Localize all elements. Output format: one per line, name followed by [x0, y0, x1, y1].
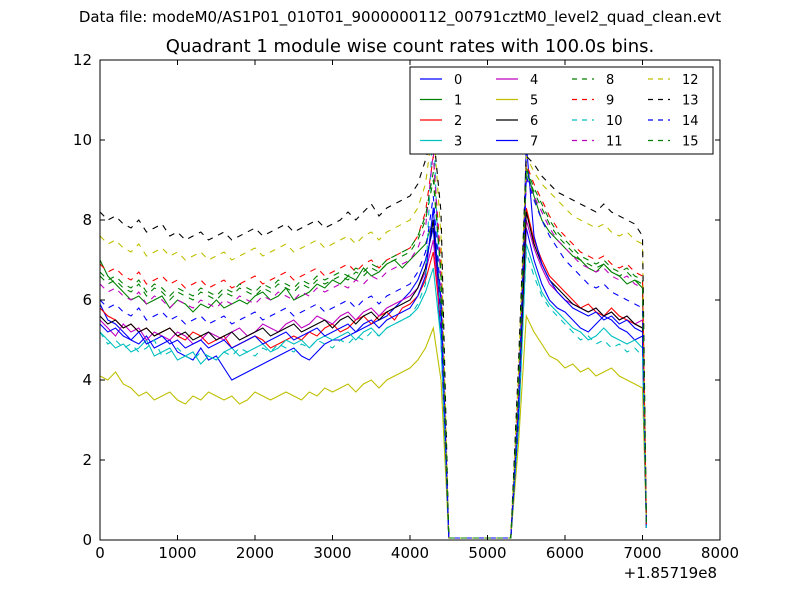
legend-label-6: 6 — [530, 114, 538, 129]
series-line-2 — [99, 207, 647, 539]
x-tick-label: 1000 — [158, 544, 196, 562]
legend-label-2: 2 — [454, 114, 462, 129]
legend-label-14: 14 — [682, 114, 699, 129]
y-tick-label: 0 — [82, 531, 92, 549]
y-tick-label: 4 — [82, 371, 92, 389]
legend-label-1: 1 — [454, 94, 462, 109]
series-line-5 — [99, 313, 647, 539]
series-line-1 — [99, 167, 647, 539]
legend-label-15: 15 — [682, 135, 699, 150]
y-tick-label: 12 — [73, 51, 92, 69]
x-tick-label: 8000 — [701, 544, 739, 562]
figure-suptitle: Data file: modeM0/AS1P01_010T01_90000001… — [78, 8, 722, 26]
chart-title: Quadrant 1 module wise count rates with … — [165, 36, 655, 57]
x-tick-label: 4000 — [391, 544, 429, 562]
series-line-13 — [99, 131, 647, 539]
x-tick-label: 7000 — [623, 544, 661, 562]
legend-label-4: 4 — [530, 73, 538, 88]
x-offset-label: +1.85719e8 — [624, 564, 717, 582]
x-tick-label: 3000 — [313, 544, 351, 562]
series-line-15 — [99, 171, 647, 539]
x-tick-label: 0 — [95, 544, 105, 562]
legend-label-0: 0 — [454, 73, 462, 88]
legend-label-7: 7 — [530, 135, 538, 150]
y-tick-label: 10 — [73, 131, 92, 149]
legend-label-10: 10 — [606, 114, 623, 129]
legend-label-11: 11 — [606, 135, 623, 150]
x-tick-label: 2000 — [236, 544, 274, 562]
series-line-7 — [99, 143, 647, 539]
series-line-4 — [99, 219, 647, 539]
legend-label-12: 12 — [682, 73, 699, 88]
x-tick-label: 6000 — [546, 544, 584, 562]
series-line-8 — [99, 167, 647, 539]
x-axis: 0 1000 2000 3000 4000 5000 6000 7000 8000 — [95, 60, 739, 562]
series-line-6 — [99, 211, 647, 539]
series-line-3 — [99, 243, 647, 539]
legend-box — [409, 66, 714, 155]
series-line-14 — [99, 175, 647, 539]
y-tick-label: 2 — [82, 451, 92, 469]
series-line-9 — [99, 155, 647, 539]
legend-label-3: 3 — [454, 135, 462, 150]
series-line-0 — [99, 227, 647, 539]
legend-label-9: 9 — [606, 94, 614, 109]
x-tick-label: 5000 — [468, 544, 506, 562]
legend-label-8: 8 — [606, 73, 614, 88]
y-tick-label: 8 — [82, 211, 92, 229]
y-tick-label: 6 — [82, 291, 92, 309]
legend-label-5: 5 — [530, 94, 538, 109]
series-line-12 — [99, 123, 647, 539]
legend-label-13: 13 — [682, 94, 699, 109]
series-line-10 — [99, 115, 647, 539]
series-lines — [99, 115, 647, 539]
series-line-11 — [99, 151, 647, 539]
